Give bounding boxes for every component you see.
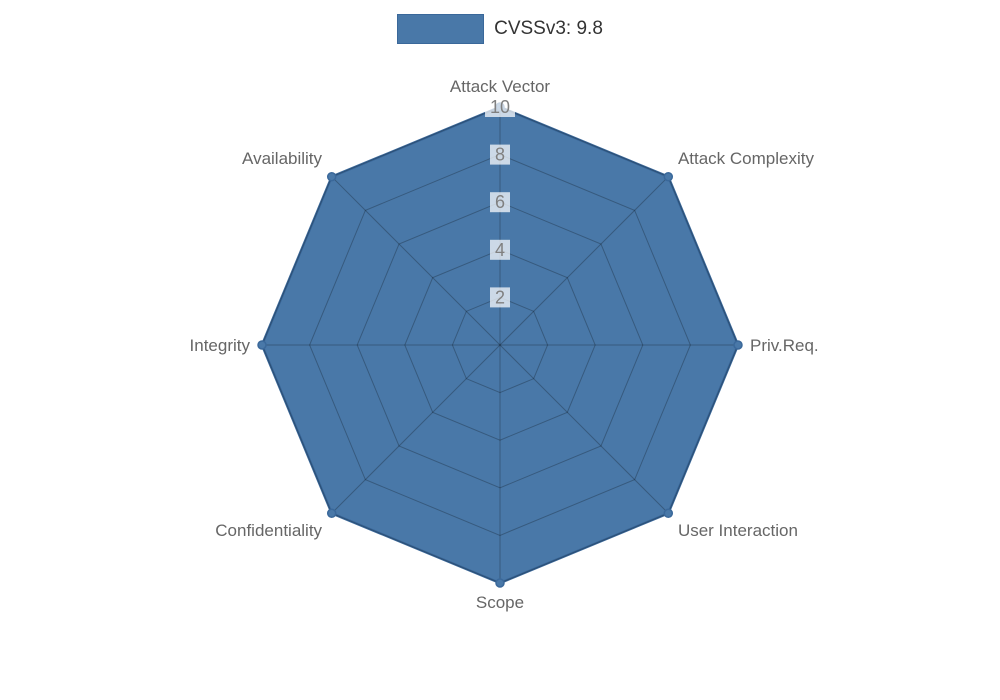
data-point[interactable] [495, 578, 505, 588]
data-point[interactable] [257, 340, 267, 350]
data-point[interactable] [326, 171, 337, 182]
category-label-user-interaction: User Interaction [678, 521, 798, 540]
tick-label: 2 [495, 287, 505, 307]
tick-backdrop [490, 287, 510, 308]
data-point[interactable] [663, 508, 674, 519]
category-label-priv-req: Priv.Req. [750, 336, 819, 355]
tick-backdrop [490, 239, 510, 260]
grid-ring [451, 296, 549, 394]
grid-spoke [331, 344, 501, 514]
legend-label[interactable]: CVSSv3: 9.8 [494, 18, 603, 39]
category-label-confidentiality: Confidentiality [215, 521, 322, 540]
tick-backdrop [490, 192, 510, 213]
category-label-availability: Availability [242, 149, 323, 168]
legend[interactable]: CVSSv3: 9.8 [0, 14, 1000, 44]
tick-label: 6 [495, 192, 505, 212]
data-point[interactable] [663, 171, 674, 182]
category-label-integrity: Integrity [190, 336, 251, 355]
tick-label: 8 [495, 145, 505, 165]
legend-swatch[interactable] [397, 14, 485, 44]
data-point[interactable] [733, 340, 743, 350]
category-label-attack-complexity: Attack Complexity [678, 149, 815, 168]
grid-ring [309, 154, 691, 536]
grid-spoke [499, 176, 669, 346]
grid-ring [404, 249, 596, 441]
grid-spoke [499, 344, 669, 514]
grid-spoke [331, 176, 501, 346]
tick-backdrop [485, 97, 515, 117]
grid-ring [356, 201, 644, 489]
tick-label: 10 [490, 97, 510, 117]
category-label-scope: Scope [476, 593, 524, 612]
tick-backdrop [490, 144, 510, 165]
tick-label: 4 [495, 240, 505, 260]
data-point[interactable] [326, 508, 337, 519]
category-label-attack-vector: Attack Vector [450, 77, 550, 96]
